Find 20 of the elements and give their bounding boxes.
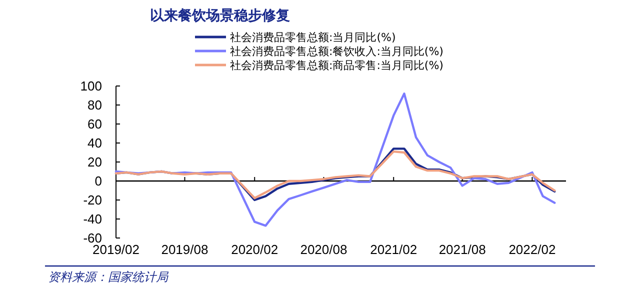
legend-label: 社会消费品零售总额:餐饮收入:当月同比(%) [230,45,444,58]
legend-label: 社会消费品零售总额:商品零售:当月同比(%) [230,59,444,72]
chart-title: 以来餐饮场景稳步修复 [150,8,290,24]
line-series [114,92,556,227]
x-tick-label: 2019/08 [161,242,208,257]
y-tick-label: -40 [83,212,102,226]
legend-label: 社会消费品零售总额:当月同比(%) [230,31,396,44]
x-tick-label: 2022/02 [508,242,556,257]
y-tick-label: -20 [83,192,102,208]
y-tick-label: 0 [94,174,102,188]
x-tick-label: 2021/02 [370,242,418,257]
x-tick-label: 2021/08 [438,242,486,257]
text: 资料来源：国家统计局 [48,270,169,284]
y-tick-label: 40 [88,136,102,150]
y-tick-label: 60 [88,116,102,132]
y-tick-label: 20 [88,154,102,170]
y-tick-label: 80 [88,98,102,112]
x-tick-label: 2020/02 [231,242,278,257]
x-tick-label: 2020/08 [300,242,348,257]
y-tick-label: 100 [80,78,102,94]
